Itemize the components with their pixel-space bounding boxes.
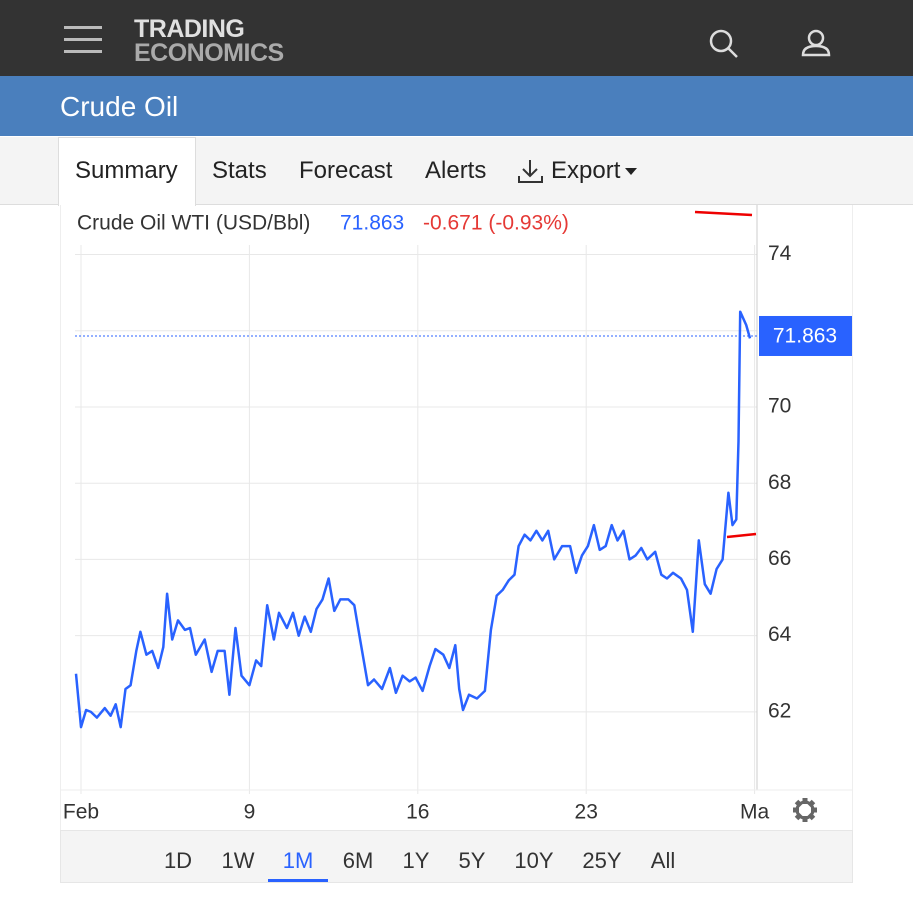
chart: Crude Oil WTI (USD/Bbl) 71.863 -0.671 (-… xyxy=(60,205,853,824)
y-tick-label: 70 xyxy=(768,395,791,418)
marker xyxy=(726,532,757,539)
marker xyxy=(694,210,753,217)
y-tick-label: 62 xyxy=(768,699,791,722)
gear-ring xyxy=(795,800,815,820)
range-button[interactable]: 1M xyxy=(282,848,314,873)
tab[interactable]: Export xyxy=(551,157,621,184)
y-tick-label: 66 xyxy=(768,547,791,570)
logo-line: TRADING xyxy=(134,15,245,43)
menu-icon[interactable] xyxy=(64,26,102,56)
last-price-label: 71.863 xyxy=(773,325,837,348)
active-tab xyxy=(58,137,196,206)
price-line xyxy=(74,310,752,729)
tab[interactable]: Stats xyxy=(212,157,267,184)
y-tick-label: 68 xyxy=(768,471,791,494)
x-tick-label: Feb xyxy=(63,801,99,824)
y-tick-label: 74 xyxy=(768,242,792,265)
range-button[interactable]: 5Y xyxy=(458,848,486,873)
active-underline xyxy=(268,879,328,882)
tab[interactable]: Alerts xyxy=(425,157,487,184)
chart-frame xyxy=(60,205,853,830)
range-button[interactable]: 1W xyxy=(221,848,255,873)
y-tick-label: 64 xyxy=(768,623,792,646)
x-tick-label: 23 xyxy=(575,801,598,824)
last-price-badge xyxy=(759,315,852,356)
range-button[interactable]: All xyxy=(650,848,676,873)
tab[interactable]: Summary xyxy=(75,157,178,184)
export-icons xyxy=(518,160,637,183)
last-value: 71.863 xyxy=(340,212,404,235)
x-tick-label: 9 xyxy=(244,801,256,824)
top-bar: TRADING ECONOMICS xyxy=(0,0,913,76)
chart-title: Crude Oil WTI (USD/Bbl) xyxy=(77,212,310,235)
settings-icon[interactable] xyxy=(793,798,817,822)
user-icon[interactable] xyxy=(800,28,832,58)
logo[interactable]: TRADING ECONOMICS xyxy=(134,15,284,67)
logo-line: ECONOMICS xyxy=(134,39,284,67)
change: -0.671 (-0.93%) xyxy=(423,212,569,235)
range-button[interactable]: 6M xyxy=(342,848,374,873)
range-button[interactable]: 1Y xyxy=(402,848,430,873)
range-button[interactable]: 10Y xyxy=(514,848,554,873)
tab[interactable]: Forecast xyxy=(299,157,393,184)
search-icon[interactable] xyxy=(708,28,740,60)
range-button[interactable]: 1D xyxy=(163,848,193,873)
title-bar: Crude Oil xyxy=(0,76,913,136)
range-bar xyxy=(60,830,853,883)
page-title: Crude Oil xyxy=(60,91,179,122)
range-button[interactable]: 25Y xyxy=(582,848,622,873)
x-tick-label: Ma xyxy=(740,801,769,824)
x-tick-label: 16 xyxy=(406,801,429,824)
